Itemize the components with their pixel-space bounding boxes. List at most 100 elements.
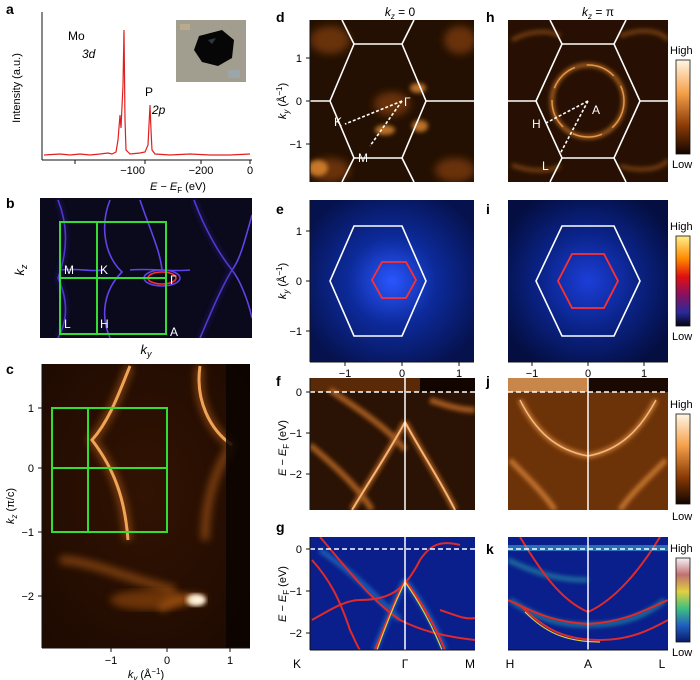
panel-c-ytick-3: −1 — [21, 527, 34, 539]
panel-k-xtick-l: L — [659, 657, 666, 671]
panel-c-ytick-4: −2 — [21, 591, 34, 603]
panel-c-ytick-1: 1 — [28, 403, 34, 415]
panel-d-title: kz = 0 — [385, 5, 416, 21]
panel-h: h kz = π A H L — [486, 5, 693, 182]
panel-i-bz-hexagon — [535, 225, 641, 337]
panel-g-xticks: K Γ M — [293, 657, 475, 671]
panel-c-letter: c — [6, 361, 14, 377]
panel-k-colorbar: High Low — [670, 543, 693, 659]
panel-c-bz-grid — [51, 407, 168, 533]
panel-f-letter: f — [276, 373, 281, 389]
panel-c-xtick-2: 0 — [164, 655, 170, 667]
panel-g-xtick-m: M — [465, 657, 475, 671]
panel-j-colorbar-low: Low — [672, 511, 692, 523]
panel-b-point-h: H — [100, 317, 109, 331]
panel-d-bz-hexagon — [310, 20, 474, 182]
panel-b-fermi-contours — [54, 198, 252, 338]
panel-j-colorbar: High Low — [670, 399, 693, 523]
panel-e-background — [310, 200, 474, 362]
panel-e-letter: e — [276, 201, 284, 217]
panel-k-xtick-h: H — [506, 657, 515, 671]
panel-b-point-a: A — [170, 325, 178, 339]
panel-a-xtick-2: −100 — [120, 165, 145, 177]
panel-a-peak-3d: 3d — [82, 47, 96, 61]
panel-d-ytick-2: 0 — [296, 96, 302, 108]
panel-c-arpes-map — [42, 364, 250, 648]
panel-d-point-gamma: Γ — [404, 95, 411, 109]
panel-a-inset-photo — [176, 20, 246, 82]
panel-j-colorbar-high: High — [670, 399, 693, 411]
panel-c-xtick-3: 1 — [227, 655, 233, 667]
panel-g-yticks: 0 −1 −2 — [289, 544, 310, 640]
panel-e-ylabel: ky (Å−1) — [275, 263, 291, 299]
panel-h-point-l: L — [542, 159, 549, 173]
panel-d-ylabel: ky (Å−1) — [275, 83, 291, 119]
panel-b-point-l: L — [64, 317, 71, 331]
panel-f-ytick-3: −2 — [289, 469, 302, 481]
panel-i-fermi-contour — [556, 253, 620, 309]
panel-i: i −1 0 1 kx (Å−1) High Low — [486, 200, 693, 395]
panel-a-xtick-3: 0 — [247, 165, 253, 177]
panel-i-xtick-1: −1 — [526, 368, 539, 380]
panel-d-point-k: K — [334, 115, 342, 129]
panel-c-xlabel: ky (Å−1) — [128, 667, 164, 680]
panel-b-ylabel: kz — [12, 264, 29, 276]
panel-f-ytick-2: −1 — [289, 428, 302, 440]
panel-i-colorbar-low: Low — [672, 331, 692, 343]
panel-h-k-path — [543, 100, 589, 155]
panel-k-colorbar-low: Low — [672, 647, 692, 659]
panel-d-yticks: 1 0 −1 — [289, 53, 310, 151]
panel-c-ytick-2: 0 — [28, 463, 34, 475]
panel-i-colorbar: High Low — [670, 221, 693, 343]
panel-c-ylabel: kz (π/c) — [5, 488, 19, 524]
panel-b-point-gamma: Γ — [170, 273, 177, 287]
panel-a-letter: a — [6, 1, 14, 17]
panel-b-bz-grid — [59, 221, 167, 335]
panel-c: c — [5, 361, 250, 680]
panel-e-xticks: −1 0 1 — [339, 362, 462, 380]
panel-d-k-path — [344, 100, 403, 147]
panel-c-xtick-1: −1 — [105, 655, 118, 667]
panel-a-ylabel: Intensity (a.u.) — [11, 53, 23, 123]
panel-f-yticks: 0 −1 −2 — [289, 387, 310, 481]
panel-i-xticks: −1 0 1 — [526, 362, 647, 380]
panel-e-ytick-1: 1 — [296, 226, 302, 238]
panel-k-xticks: H A L — [506, 657, 666, 671]
panel-f: f 0 −1 −2 E — [276, 373, 475, 510]
panel-j-letter: j — [485, 373, 490, 389]
panel-h-title: kz = π — [582, 5, 614, 21]
panel-k-letter: k — [486, 541, 494, 557]
panel-d-ytick-1: 1 — [296, 53, 302, 65]
panel-g: g — [276, 519, 475, 671]
panel-e-fermi-contour — [370, 261, 418, 299]
panel-c-yticks: 1 0 −1 −2 — [21, 403, 42, 603]
panel-f-ylabel: E − EF (eV) — [277, 420, 291, 476]
panel-e: e 1 0 −1 −1 0 1 ky (Å−1) kx (Å−1) — [275, 200, 474, 395]
panel-i-letter: i — [486, 201, 490, 217]
panel-a-xticks: −200 −100 0 — [74, 160, 253, 177]
panel-i-xtick-2: 0 — [585, 368, 591, 380]
panel-g-calc-bands — [311, 537, 475, 650]
panel-e-ytick-3: −1 — [289, 326, 302, 338]
panel-f-ytick-1: 0 — [296, 387, 302, 399]
panel-h-point-a: A — [592, 103, 600, 117]
panel-i-colorbar-high: High — [670, 221, 693, 233]
panel-e-xtick-3: 1 — [456, 368, 462, 380]
panel-h-colorbar-low: Low — [672, 159, 692, 171]
panel-e-yticks: 1 0 −1 — [289, 226, 310, 338]
panel-d-point-m: M — [358, 151, 368, 165]
panel-k: k H A L High Lo — [486, 537, 693, 671]
panel-b-xlabel: ky — [141, 342, 153, 359]
panel-e-xtick-1: −1 — [339, 368, 352, 380]
panel-f-arpes-map — [310, 378, 475, 510]
panel-h-point-h: H — [532, 117, 541, 131]
panel-e-bz-hexagon — [329, 225, 427, 337]
panel-b: b M K Γ L H A — [6, 195, 252, 359]
panel-b-point-k: K — [100, 263, 108, 277]
panel-a-peak-2p: 2p — [151, 103, 166, 117]
panel-k-xtick-a: A — [584, 657, 592, 671]
panel-h-letter: h — [486, 9, 495, 25]
panel-h-colorbar: High Low — [670, 45, 693, 171]
panel-g-xtick-gamma: Γ — [402, 657, 409, 671]
